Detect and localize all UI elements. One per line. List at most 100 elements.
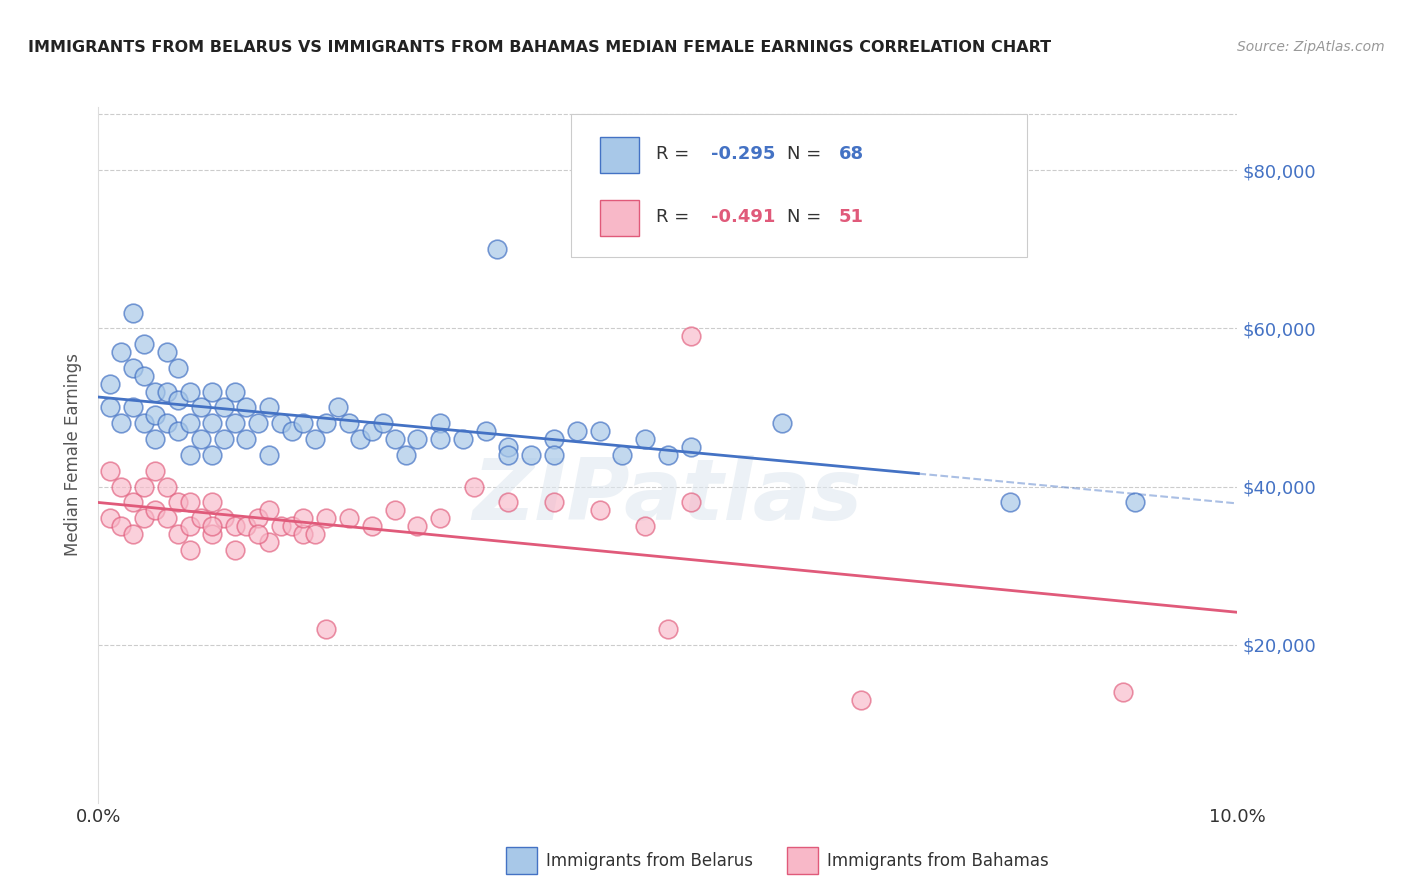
Point (201, 519, 224, 533)
Text: N =: N = (787, 208, 827, 226)
Point (132, 511, 155, 525)
Point (179, 384, 201, 399)
Point (132, 479, 155, 493)
Point (121, 305, 143, 319)
Point (235, 401, 257, 415)
Text: 68: 68 (839, 145, 863, 163)
Point (498, 495, 520, 509)
Text: 51: 51 (839, 208, 863, 226)
Point (246, 511, 269, 525)
Point (451, 432, 474, 446)
Point (121, 361, 143, 376)
Point (543, 495, 565, 509)
Point (259, 503, 281, 517)
Point (679, 495, 702, 509)
Point (110, 519, 132, 533)
Point (121, 495, 143, 509)
Point (121, 527, 143, 541)
Point (1112, 685, 1135, 699)
Point (281, 424, 304, 438)
Text: -0.491: -0.491 (711, 208, 776, 226)
Point (429, 432, 451, 446)
Point (270, 417, 292, 431)
Point (224, 384, 246, 399)
Point (337, 417, 360, 431)
Point (315, 417, 337, 431)
Point (167, 527, 190, 541)
Text: -0.295: -0.295 (711, 145, 776, 163)
Point (224, 519, 246, 533)
Point (326, 401, 349, 415)
Point (612, 448, 634, 462)
FancyBboxPatch shape (571, 114, 1026, 257)
Point (543, 448, 565, 462)
Point (270, 519, 292, 533)
Point (429, 417, 451, 431)
Point (179, 519, 201, 533)
Point (145, 503, 167, 517)
Point (349, 432, 371, 446)
Point (190, 401, 212, 415)
Point (132, 417, 155, 431)
Point (634, 519, 657, 533)
Point (657, 448, 679, 462)
Point (406, 519, 429, 533)
Point (201, 417, 224, 431)
Point (281, 519, 304, 533)
Point (543, 432, 565, 446)
Point (179, 417, 201, 431)
Point (588, 424, 610, 438)
Point (167, 424, 190, 438)
Point (292, 527, 315, 541)
Point (212, 511, 235, 525)
Point (384, 432, 406, 446)
Point (110, 417, 132, 431)
Point (145, 432, 167, 446)
Point (1123, 495, 1146, 509)
Point (679, 440, 702, 454)
Point (337, 511, 360, 525)
Point (201, 448, 224, 462)
Point (246, 527, 269, 541)
Point (360, 424, 382, 438)
Point (486, 243, 509, 257)
Point (156, 345, 179, 359)
Text: R =: R = (657, 145, 696, 163)
Text: Immigrants from Belarus: Immigrants from Belarus (546, 852, 752, 870)
Text: Source: ZipAtlas.com: Source: ZipAtlas.com (1237, 40, 1385, 54)
Point (395, 448, 418, 462)
Point (292, 417, 315, 431)
Y-axis label: Median Female Earnings: Median Female Earnings (65, 353, 83, 557)
Point (634, 432, 657, 446)
Text: ZIPatlas: ZIPatlas (472, 455, 863, 538)
Point (201, 495, 224, 509)
Point (474, 424, 496, 438)
Point (259, 401, 281, 415)
Point (235, 519, 257, 533)
Point (156, 384, 179, 399)
Point (292, 511, 315, 525)
Point (145, 464, 167, 478)
Point (498, 448, 520, 462)
Point (360, 519, 382, 533)
Point (212, 432, 235, 446)
Point (190, 432, 212, 446)
Point (851, 693, 873, 707)
Point (110, 345, 132, 359)
Point (190, 511, 212, 525)
Point (463, 479, 485, 493)
Point (304, 527, 326, 541)
Point (145, 409, 167, 423)
Point (132, 368, 155, 383)
Point (770, 417, 793, 431)
Text: Immigrants from Bahamas: Immigrants from Bahamas (827, 852, 1049, 870)
Point (167, 361, 190, 376)
Point (588, 503, 610, 517)
Text: IMMIGRANTS FROM BELARUS VS IMMIGRANTS FROM BAHAMAS MEDIAN FEMALE EARNINGS CORREL: IMMIGRANTS FROM BELARUS VS IMMIGRANTS FR… (28, 40, 1052, 55)
Point (156, 511, 179, 525)
Point (565, 424, 588, 438)
Text: R =: R = (657, 208, 696, 226)
Point (98, 464, 121, 478)
Point (145, 384, 167, 399)
Point (657, 622, 679, 636)
